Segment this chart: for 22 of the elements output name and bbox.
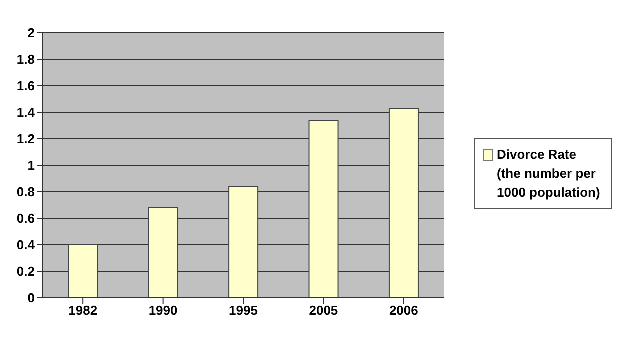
x-tick-label: 2006 — [389, 303, 418, 318]
bar — [388, 108, 419, 298]
bar — [148, 207, 178, 298]
y-tick-label: 0 — [28, 290, 35, 306]
y-tick-label: 0.8 — [16, 184, 35, 200]
bar — [228, 186, 259, 298]
y-tick-label: 2 — [28, 26, 35, 41]
y-tick-label: 1.6 — [16, 78, 35, 94]
y-tick-label: 0.2 — [16, 264, 35, 280]
y-tick-label: 0.6 — [16, 211, 35, 226]
x-tick-label: 1995 — [229, 303, 258, 318]
y-tick-label: 1 — [28, 158, 35, 174]
y-tick-label: 0.4 — [16, 238, 36, 253]
x-tick-label: 1982 — [68, 303, 98, 318]
legend-label: Divorce Rate (the number per 1000 population) — [497, 146, 602, 202]
x-tick-label: 1990 — [148, 303, 178, 318]
y-tick-label: 1.2 — [16, 132, 35, 147]
bar — [68, 244, 98, 298]
x-tick-label: 2005 — [309, 303, 338, 318]
bar — [308, 120, 339, 298]
y-tick-label: 1.8 — [16, 52, 35, 68]
y-tick-label: 1.4 — [16, 105, 36, 120]
